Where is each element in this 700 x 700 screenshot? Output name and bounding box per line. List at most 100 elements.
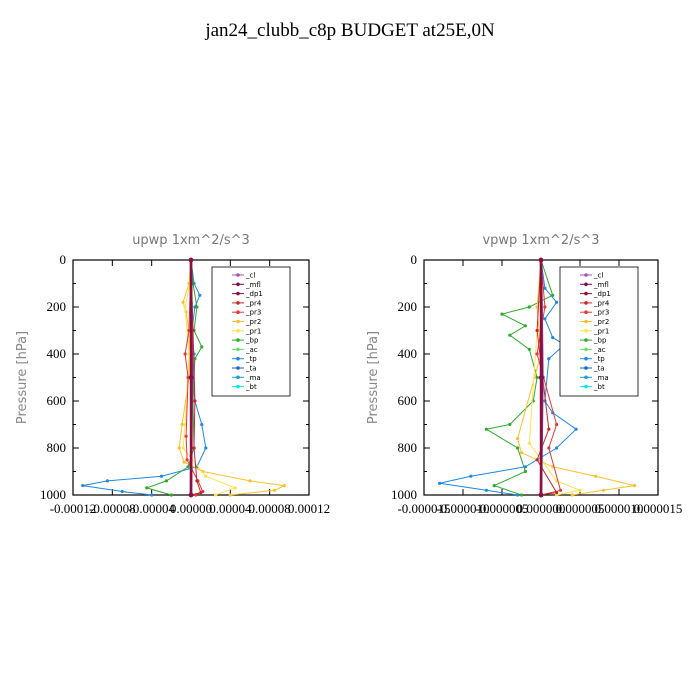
- legend-box: [559, 266, 639, 397]
- series-point-pr2: [177, 446, 181, 450]
- series-point-tp: [200, 422, 204, 427]
- series-point-bp: [551, 293, 555, 297]
- series-line-tp: [439, 259, 577, 496]
- series-point-tp: [198, 293, 202, 297]
- x-tick-label: -0.00004: [128, 501, 175, 516]
- series-point-pr3: [183, 352, 187, 356]
- legend-marker: [236, 338, 240, 342]
- legend-label: _mfl: [593, 281, 609, 289]
- series-point-pr1: [555, 493, 559, 497]
- legend-marker: [584, 273, 588, 277]
- series-point-tp: [81, 484, 85, 488]
- series-point-pr1: [183, 305, 187, 309]
- y-tick-label: 1000: [40, 487, 66, 502]
- series-point-tp: [547, 357, 551, 361]
- legend-label: _ta: [245, 365, 257, 373]
- series-point-pr2: [516, 437, 520, 441]
- legend-marker: [584, 329, 588, 333]
- legend-label: _pr4: [245, 299, 262, 307]
- series-point-pr1: [233, 486, 237, 490]
- series-point-dp1: [188, 257, 194, 263]
- legend: _cl_mfl_dp1_pr4_pr3_pr2_pr1_bp_ac_tp_ta_…: [211, 266, 291, 397]
- series-point-pr3: [555, 422, 559, 427]
- x-tick-label: 0.00008: [249, 501, 291, 516]
- series-point-pr2: [248, 479, 252, 483]
- series-point-bp: [523, 324, 528, 328]
- legend-marker: [584, 301, 588, 305]
- series-point-tp: [543, 286, 547, 290]
- legend-label: _mfl: [245, 281, 261, 289]
- series-point-pr3: [558, 488, 563, 492]
- series-line-pr4: [536, 259, 558, 496]
- series-point-pr4: [195, 479, 199, 483]
- series-point-tp: [204, 446, 208, 450]
- legend-label: _pr4: [593, 299, 610, 307]
- series-point-pr2: [594, 474, 598, 478]
- series-point-pr4: [192, 446, 196, 450]
- series-point-pr1: [578, 488, 582, 492]
- legend-marker: [236, 291, 240, 296]
- y-tick-label: 200: [398, 299, 418, 314]
- series-point-bp: [484, 427, 488, 431]
- series-point-dp1: [539, 375, 545, 380]
- legend-label: _pr2: [245, 318, 261, 326]
- series-point-dp1: [188, 492, 194, 498]
- series-point-pr1: [187, 352, 191, 356]
- legend-marker: [236, 301, 240, 305]
- legend-marker: [236, 310, 240, 315]
- y-tick-label: 0: [411, 252, 418, 267]
- legend-marker: [584, 347, 588, 352]
- series-point-pr3: [187, 328, 191, 333]
- series-point-bp: [145, 486, 149, 490]
- series-point-bp: [516, 446, 520, 450]
- series-point-pr1: [183, 422, 187, 427]
- y-axis-label: Pressure [hPa]: [366, 331, 381, 424]
- legend-marker: [584, 384, 588, 389]
- legend-box: [211, 266, 291, 397]
- series-line-tp: [82, 259, 207, 496]
- legend-marker: [236, 356, 240, 361]
- series-point-bp: [523, 469, 528, 474]
- legend-label: _pr1: [245, 327, 261, 335]
- series-point-bp: [169, 493, 173, 497]
- series-point-dp1: [189, 375, 194, 380]
- series-point-pr3: [535, 352, 539, 356]
- series-point-pr3: [185, 458, 189, 462]
- y-tick-label: 600: [398, 393, 418, 408]
- legend-marker: [584, 319, 588, 324]
- legend-label: _dp1: [245, 290, 263, 298]
- series-point-pr2: [180, 422, 184, 427]
- series-point-tp: [555, 446, 559, 450]
- series-point-bp: [200, 345, 204, 349]
- legend-label: _bt: [245, 383, 257, 391]
- y-tick-label: 400: [47, 346, 67, 361]
- panel-title: upwp 1xm^2/s^3: [132, 233, 250, 248]
- legend-marker: [236, 282, 240, 287]
- series-point-tp: [159, 474, 164, 478]
- series-point-pr3: [184, 434, 188, 438]
- series-point-pr1: [527, 441, 531, 445]
- legend-marker: [236, 375, 240, 380]
- x-tick-label: 0.000010: [595, 501, 644, 516]
- series-point-bp: [527, 347, 531, 351]
- x-tick-label: 0.000015: [634, 501, 683, 516]
- series-point-pr4: [199, 491, 203, 495]
- panel-2: vpwp 1xm^2/s^3 Pressure [hPa] 0 200 400 600 80…: [366, 233, 682, 516]
- series-point-dp1: [538, 492, 544, 498]
- x-tick-label: -0.000015: [397, 501, 450, 516]
- series-point-pr4: [535, 458, 539, 462]
- series-point-tp: [484, 488, 488, 492]
- x-tick-label: -0.000010: [436, 501, 489, 516]
- x-tick-label: 0.00004: [209, 501, 252, 516]
- legend-marker: [584, 291, 588, 296]
- legend-label: _ac: [593, 346, 606, 354]
- series-point-pr2: [181, 300, 185, 304]
- legend-label: _bp: [593, 337, 607, 345]
- series-point-bp: [508, 333, 512, 337]
- legend-label: _bp: [245, 337, 259, 345]
- legend-marker: [236, 384, 240, 389]
- series-point-bp: [500, 312, 504, 316]
- y-tick-label: 0: [60, 252, 67, 267]
- series-point-tp: [551, 336, 555, 340]
- x-tick-label: -0.00008: [89, 501, 136, 516]
